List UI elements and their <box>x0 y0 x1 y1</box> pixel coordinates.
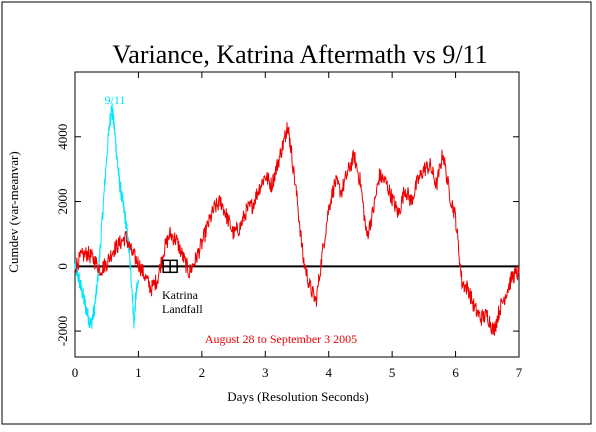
x-tick-label: 3 <box>262 365 269 380</box>
y-axis-label: Cumdev (var-meanvar) <box>6 151 21 272</box>
y-tick-label: 4000 <box>55 124 70 150</box>
y-tick-label: 2000 <box>55 189 70 215</box>
series-line-katrina <box>74 122 520 336</box>
outer-border <box>1 1 592 425</box>
series-group <box>74 103 520 336</box>
x-tick-label: 0 <box>72 365 79 380</box>
x-tick-label: 2 <box>199 365 206 380</box>
axis-ticks: 0 1 2 3 4 5 6 7 -2000 0 2000 4000 <box>55 72 523 380</box>
plot-area <box>74 71 520 358</box>
x-tick-label: 6 <box>452 365 459 380</box>
x-axis-label: Days (Resolution Seconds) <box>227 389 369 404</box>
label-landfall: Landfall <box>162 302 203 316</box>
label-date-range: August 28 to September 3 2005 <box>205 332 357 346</box>
y-tick-label: -2000 <box>55 316 70 346</box>
x-tick-label: 1 <box>135 365 142 380</box>
x-tick-label: 5 <box>389 365 396 380</box>
chart-title: Variance, Katrina Aftermath vs 9/11 <box>112 40 487 69</box>
x-tick-label: 4 <box>325 365 332 380</box>
y-tick-label: 0 <box>55 263 70 270</box>
label-911: 9/11 <box>105 93 126 107</box>
x-tick-label: 7 <box>516 365 523 380</box>
label-katrina: Katrina <box>162 288 199 302</box>
series-line-911 <box>74 103 139 330</box>
